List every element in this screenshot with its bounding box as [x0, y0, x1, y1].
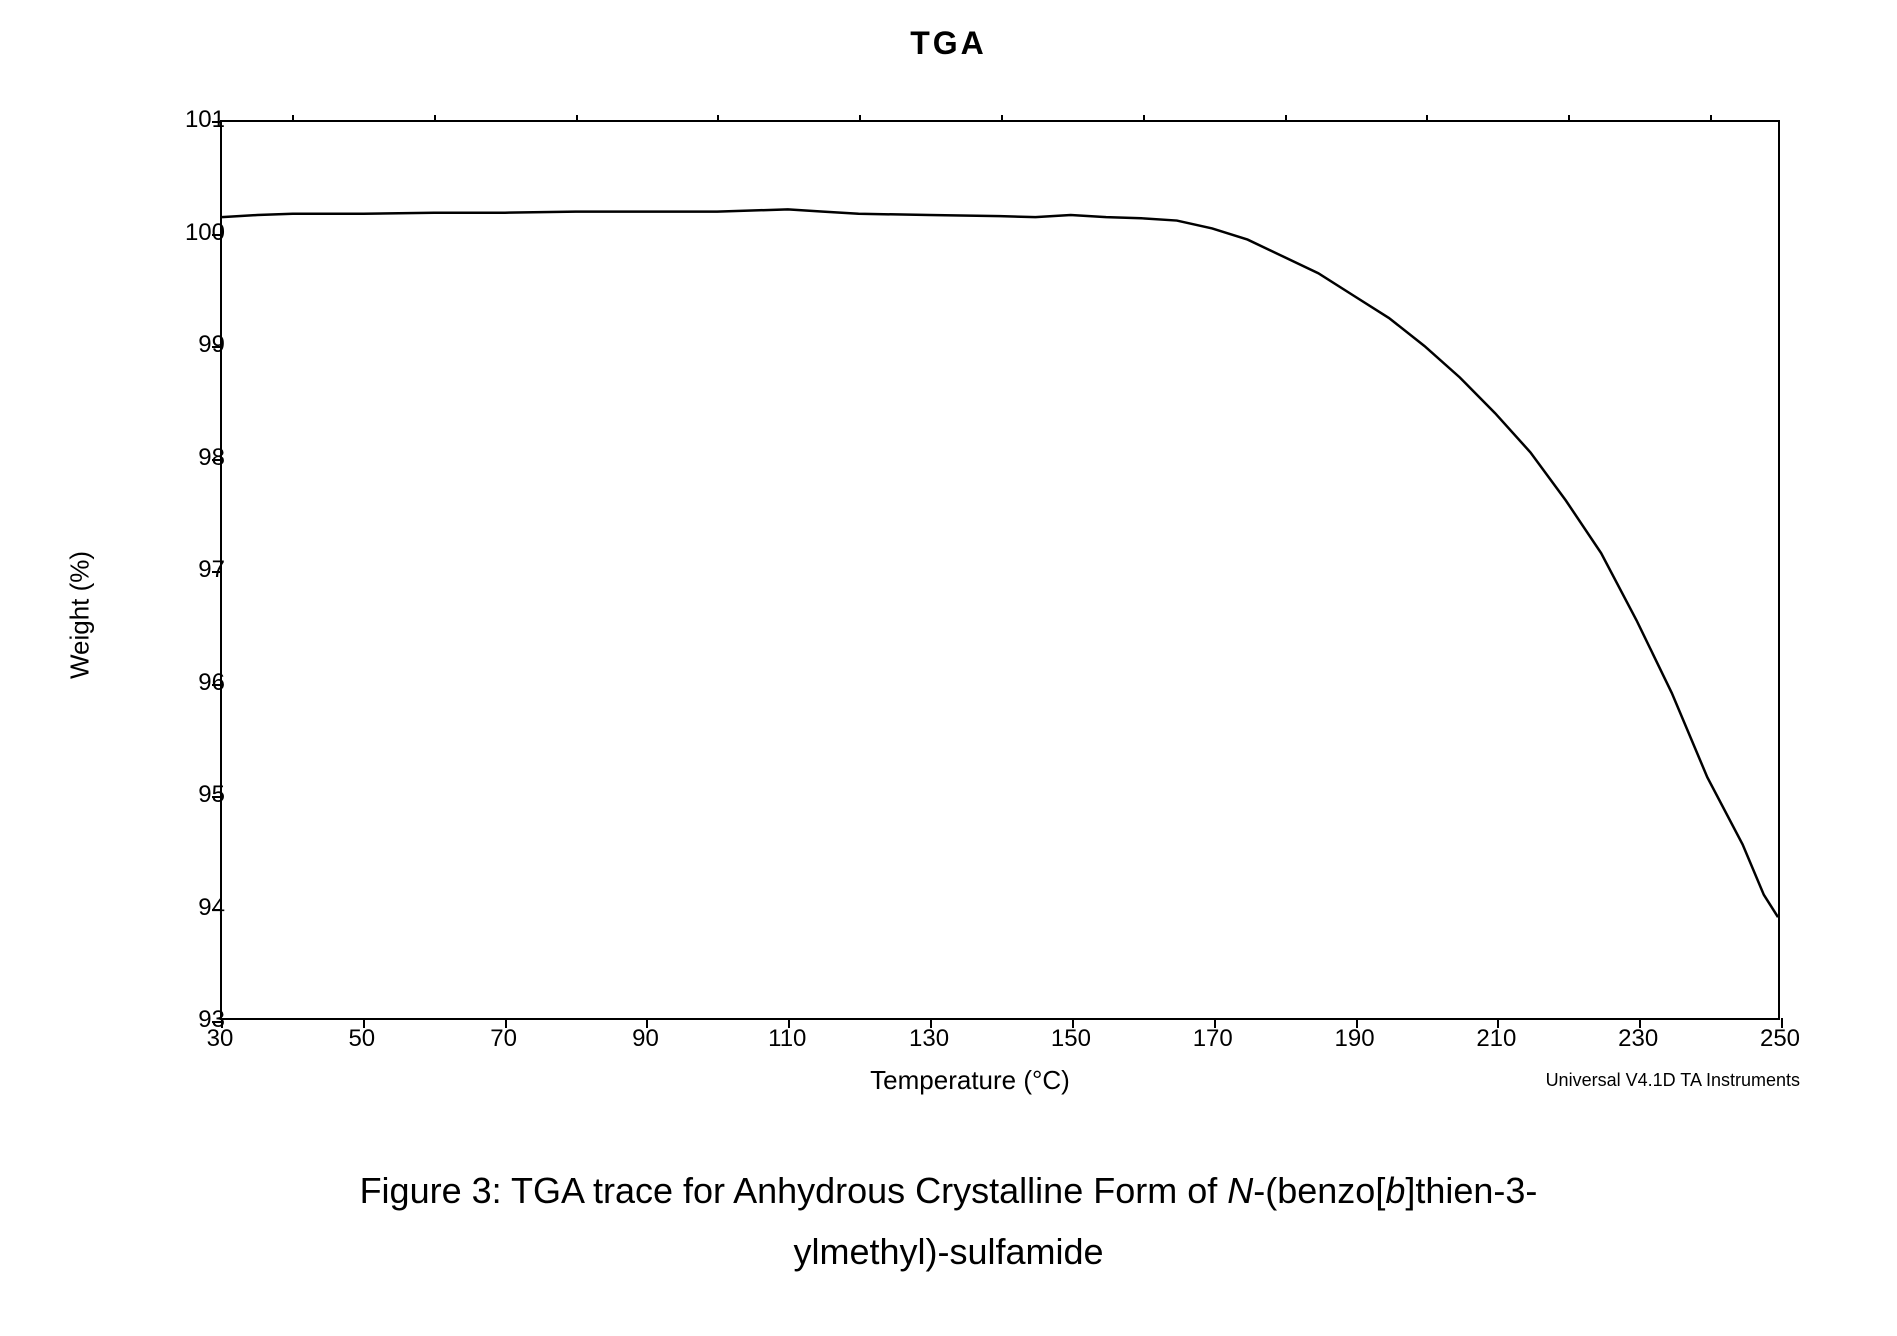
y-tick-label: 97 [198, 556, 225, 584]
y-tick-label: 101 [185, 106, 225, 134]
figure-caption: Figure 3: TGA trace for Anhydrous Crysta… [149, 1160, 1749, 1282]
y-tick-label: 94 [198, 894, 225, 922]
y-axis-label: Weight (%) [65, 551, 96, 679]
caption-text-line2: ylmethyl)-sulfamide [793, 1231, 1103, 1272]
x-minor-tick [1285, 115, 1287, 122]
plot-area [220, 120, 1780, 1020]
instrument-footer: Universal V4.1D TA Instruments [1546, 1070, 1800, 1091]
caption-italic-N: N [1227, 1170, 1253, 1211]
y-tick-label: 96 [198, 669, 225, 697]
x-minor-tick [717, 115, 719, 122]
page-title: TGA [910, 25, 987, 62]
y-tick-label: 95 [198, 781, 225, 809]
x-tick-label: 230 [1618, 1025, 1658, 1053]
x-minor-tick [1143, 115, 1145, 122]
x-tick-label: 30 [207, 1025, 234, 1053]
x-minor-tick [292, 115, 294, 122]
caption-text: Figure 3: TGA trace for Anhydrous Crysta… [360, 1170, 1228, 1211]
y-tick-label: 99 [198, 331, 225, 359]
x-minor-tick [1426, 115, 1428, 122]
x-tick-label: 210 [1476, 1025, 1516, 1053]
y-tick-label: 100 [185, 219, 225, 247]
y-tick-label: 98 [198, 444, 225, 472]
x-minor-tick [1001, 115, 1003, 122]
x-tick-label: 70 [490, 1025, 517, 1053]
x-tick-label: 90 [632, 1025, 659, 1053]
x-minor-tick [576, 115, 578, 122]
x-minor-tick [859, 115, 861, 122]
caption-text: ]thien-3- [1405, 1170, 1537, 1211]
x-tick-label: 190 [1335, 1025, 1375, 1053]
tga-chart: Weight (%) 93949596979899100101 30507090… [140, 110, 1800, 1120]
caption-italic-b: b [1385, 1170, 1405, 1211]
x-tick-label: 150 [1051, 1025, 1091, 1053]
x-minor-tick [434, 115, 436, 122]
x-tick-label: 250 [1760, 1025, 1800, 1053]
x-minor-tick [1710, 115, 1712, 122]
x-axis-label: Temperature (°C) [870, 1065, 1070, 1096]
x-tick-label: 170 [1193, 1025, 1233, 1053]
x-tick-label: 110 [768, 1025, 806, 1053]
tga-trace-svg [222, 122, 1778, 1018]
x-minor-tick [1568, 115, 1570, 122]
x-tick-label: 50 [348, 1025, 375, 1053]
tga-trace-line [222, 209, 1778, 917]
caption-text: -(benzo[ [1253, 1170, 1385, 1211]
x-tick-label: 130 [909, 1025, 949, 1053]
